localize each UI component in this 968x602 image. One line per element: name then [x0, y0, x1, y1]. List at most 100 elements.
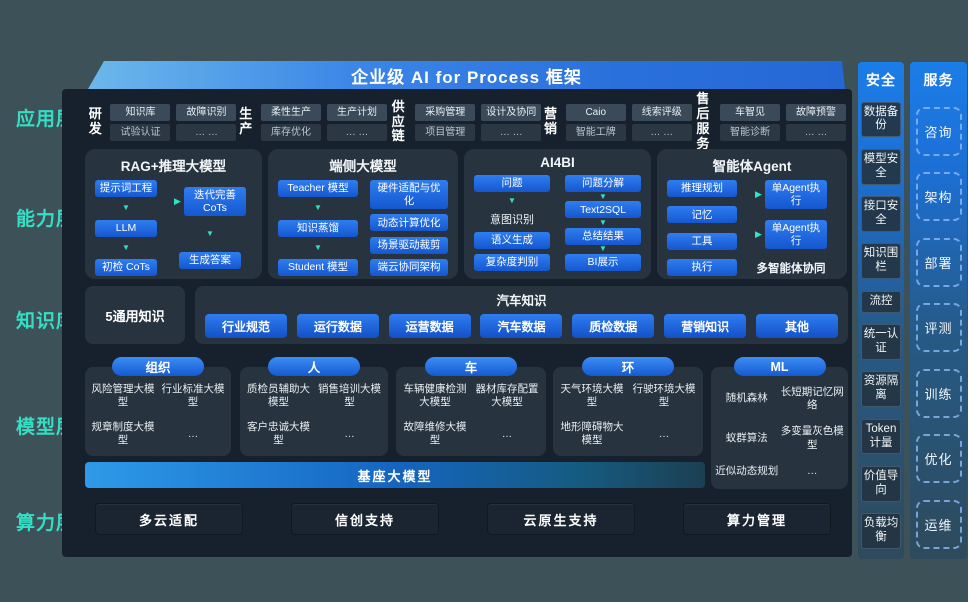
- cap-box-title: 端侧大模型: [329, 159, 397, 174]
- app-item: 柔性生产: [260, 103, 321, 121]
- app-item: 生产计划: [326, 103, 387, 121]
- model-item: 天气环境大模型: [560, 383, 624, 409]
- app-group-rnd: 研发 知识库 试验认证 故障识别 … …: [86, 103, 237, 141]
- app-item: … …: [481, 123, 542, 141]
- arrow-down-icon: ▼: [314, 203, 322, 213]
- rag-reasoning-box: RAG+推理大模型 提示词工程 ▼ LLM ▼ 初检 CoTs ▶ 迭代完善Co…: [85, 149, 262, 279]
- general-knowledge-box: 5通用知识: [85, 286, 185, 344]
- flow-step: 提示词工程: [95, 180, 157, 197]
- model-item: …: [501, 427, 513, 440]
- service-item: 咨询: [915, 106, 962, 156]
- model-item: 销售培训大模型: [318, 383, 381, 409]
- model-item: 地形障碍物大模型: [560, 421, 624, 447]
- security-item: 统一认证: [861, 324, 901, 360]
- arrow-right-icon: ▶: [174, 196, 181, 207]
- cap-box-title: RAG+推理大模型: [120, 159, 227, 174]
- edge-right-column: 硬件适配与优化 动态计算优化 场景驱动裁剪 端云协同架构: [368, 180, 450, 276]
- flow-step: 单Agent执行: [764, 220, 827, 250]
- app-item: 知识库: [110, 103, 171, 121]
- flow-step: 知识蒸馏: [278, 219, 358, 237]
- model-item: 长短期记忆网络: [780, 385, 844, 411]
- ai4bi-flow: 问题 ▼ 意图识别 语义生成 复杂度判别 问题分解 ▼ Text2SQL ▼ 总…: [472, 175, 643, 271]
- flow-step: 语义生成: [474, 231, 550, 249]
- model-item: 蚁群算法: [725, 431, 768, 444]
- service-item: 训练: [915, 368, 962, 418]
- layer-label-knowledge: 知识库: [16, 311, 77, 332]
- flow-step-row: ▶ 单Agent执行: [755, 180, 827, 210]
- security-item: 流控: [861, 290, 901, 313]
- model-group-ml: ML 随机森林 长短期记忆网络 蚁群算法 多变量灰色模型 近似动态规划…: [711, 357, 848, 489]
- app-item: … …: [176, 123, 237, 141]
- model-group-pill: 车: [425, 357, 517, 376]
- flow-step: 单Agent执行: [764, 180, 827, 210]
- capability-row: RAG+推理大模型 提示词工程 ▼ LLM ▼ 初检 CoTs ▶ 迭代完善Co…: [85, 149, 848, 279]
- cap-box-title: 智能体Agent: [712, 159, 792, 174]
- agent-left-column: 推理规划 记忆 工具 执行: [665, 180, 739, 276]
- flow-step: 迭代完善CoTs: [183, 186, 246, 217]
- base-model-bar: 基座大模型: [85, 462, 705, 488]
- app-item: … …: [786, 123, 847, 141]
- app-item: 故障预警: [786, 103, 847, 121]
- model-group-vehicle: 车 车辆健康检测大模型 器材库存配置大模型 故障维修大模型…: [396, 357, 546, 456]
- multi-agent-caption: 多智能体协同: [756, 263, 826, 275]
- flow-step-plain: 意图识别: [490, 213, 534, 226]
- arrow-down-icon: ▼: [206, 229, 214, 239]
- model-item: 规章制度大模型: [91, 421, 155, 447]
- service-column: 服务 咨询 架构 部署 评测 训练 优化 运维: [910, 62, 967, 559]
- security-item: 模型安全: [861, 148, 901, 185]
- arrow-down-icon: ▼: [314, 242, 322, 252]
- model-item: 器材库存配置大模型: [475, 383, 539, 409]
- app-cell: 故障预警 … …: [786, 103, 847, 141]
- compute-item: 云原生支持: [487, 503, 635, 535]
- model-item: 客户忠诚大模型: [247, 421, 310, 447]
- model-item: …: [344, 427, 355, 440]
- security-item: 负载均衡: [861, 513, 901, 549]
- app-item: 车智见: [720, 103, 781, 121]
- app-item: 智能工牌: [565, 123, 626, 141]
- app-cell: 车智见 智能诊断: [720, 103, 781, 141]
- app-group-marketing: 营销 Caio 智能工牌 线索评级 … …: [541, 103, 692, 141]
- app-cell: 生产计划 … …: [326, 103, 387, 141]
- knowledge-chip: 运行数据: [296, 314, 379, 338]
- security-header: 安全: [866, 72, 896, 88]
- knowledge-chip: 质检数据: [572, 314, 655, 338]
- model-group-box: 随机森林 长短期记忆网络 蚁群算法 多变量灰色模型 近似动态规划…: [711, 367, 848, 489]
- arrow-down-icon: ▼: [122, 242, 130, 252]
- agent-component: 工具: [667, 232, 737, 250]
- app-cell: 线索评级 … …: [631, 103, 692, 141]
- flow-step: Teacher 模型: [278, 180, 358, 197]
- app-group-name: 供应链: [391, 98, 405, 144]
- arrow-right-icon: ▶: [755, 229, 762, 240]
- app-item: 故障识别: [176, 103, 237, 121]
- flow-step: LLM: [95, 219, 157, 237]
- flow-step: 总结结果: [565, 227, 641, 245]
- knowledge-chip: 运营数据: [388, 314, 471, 338]
- model-item: …: [187, 427, 199, 440]
- security-item: 数据备份: [861, 101, 901, 138]
- agent-component: 记忆: [667, 206, 737, 224]
- model-group-box: 质检员辅助大模型 销售培训大模型 客户忠诚大模型…: [240, 367, 388, 456]
- flow-step: BI展示: [565, 253, 641, 271]
- flow-step-row: ▶ 迭代完善CoTs: [174, 186, 246, 217]
- model-group-box: 车辆健康检测大模型 器材库存配置大模型 故障维修大模型…: [396, 367, 546, 456]
- knowledge-chip: 营销知识: [664, 314, 747, 338]
- security-item: 知识围栏: [861, 243, 901, 280]
- capability-item: 端云协同架构: [370, 258, 448, 276]
- application-row: 研发 知识库 试验认证 故障识别 … … 生产 柔性生产 库存优化 生产计划: [86, 91, 847, 151]
- rag-flow: 提示词工程 ▼ LLM ▼ 初检 CoTs ▶ 迭代完善CoTs ▼ 生成答案: [93, 180, 254, 276]
- flow-step: 复杂度判别: [474, 254, 550, 271]
- service-item: 部署: [915, 237, 962, 287]
- model-item: 风险管理大模型: [91, 383, 155, 409]
- model-group-environment: 环 天气环境大模型 行驶环境大模型 地形障碍物大模型…: [553, 357, 703, 456]
- model-group-pill: 环: [582, 357, 674, 376]
- arrow-down-icon: ▼: [508, 196, 516, 206]
- compute-row: 多云适配 信创支持 云原生支持 算力管理: [95, 503, 831, 535]
- rag-left-column: 提示词工程 ▼ LLM ▼ 初检 CoTs: [93, 180, 159, 276]
- security-column: 安全 数据备份 模型安全 接口安全 知识围栏 流控 统一认证 资源隔离 Token计量 价值导向…: [858, 62, 904, 559]
- agent-right-column: ▶ 单Agent执行 ▶ 单Agent执行 多智能体协同: [743, 180, 839, 276]
- layer-label-model: 模型层: [16, 417, 77, 438]
- model-item: 故障维修大模型: [403, 421, 467, 447]
- framework-title-banner: 企业级 AI for Process 框架: [88, 61, 845, 89]
- app-group-name: 售后服务: [696, 91, 710, 151]
- ai4bi-right-column: 问题分解 ▼ Text2SQL ▼ 总结结果 ▼ BI展示: [563, 175, 643, 271]
